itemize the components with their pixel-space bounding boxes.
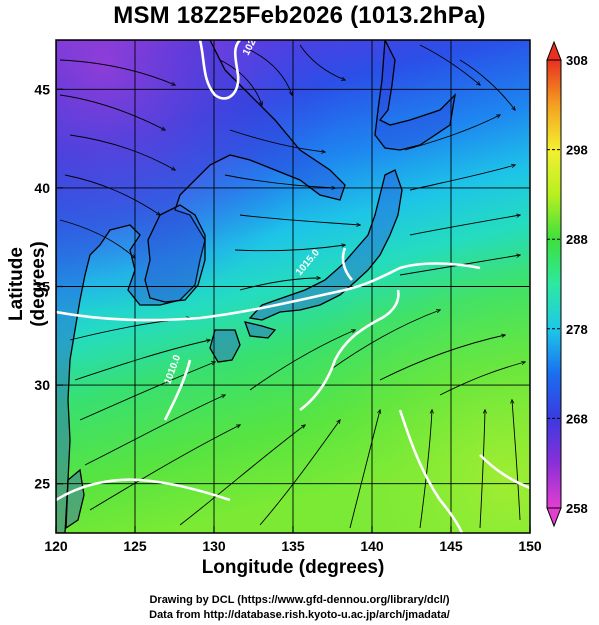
streamline [239, 278, 320, 291]
x-tick-label: 125 [123, 538, 147, 554]
streamline [59, 59, 175, 85]
map-title: MSM 18Z25Feb2026 (1013.2hPa) [113, 2, 486, 29]
plot-area: 1020.0 1015.0 1010.0 [56, 40, 530, 533]
streamline [219, 59, 262, 105]
streamline [249, 330, 355, 391]
streamline [69, 134, 175, 170]
streamline [64, 174, 160, 215]
streamline [59, 219, 135, 258]
x-tick-label: 145 [439, 538, 463, 554]
streamline [259, 420, 340, 526]
streamline [439, 362, 525, 396]
isobar-1010-c [398, 409, 464, 533]
isobars [56, 40, 530, 533]
streamline [299, 44, 345, 80]
isobar-1015-b [341, 247, 353, 281]
isobar-1020 [198, 40, 242, 100]
streamline [419, 44, 480, 85]
colorbar-max-triangle [546, 40, 562, 61]
colorbar-tick-label: 268 [566, 411, 588, 426]
streamline [84, 395, 225, 466]
credit-data: Data from http://database.rish.kyoto-u.a… [149, 609, 450, 621]
streamline [419, 410, 432, 529]
streamline [479, 410, 485, 529]
isobar-1015-c [163, 359, 192, 421]
colorbar-tick-label: 278 [566, 322, 588, 337]
streamline [409, 215, 520, 236]
grid-lines [56, 40, 530, 533]
x-axis-label: Longitude (degrees) [201, 557, 385, 578]
x-axis-ticks: 120 125 130 135 140 145 150 [44, 526, 542, 554]
isobar-1010-d [479, 454, 530, 490]
y-tick-label: 25 [34, 476, 50, 492]
asian-continent [56, 40, 346, 533]
x-tick-label: 130 [202, 538, 226, 554]
streamline [229, 129, 325, 152]
x-tick-label: 120 [44, 538, 68, 554]
streamlines [59, 44, 525, 529]
colorbar-tick-label: 288 [566, 232, 588, 247]
y-tick-label: 40 [34, 180, 50, 196]
isobar-1010 [299, 289, 400, 412]
streamline [349, 410, 380, 529]
streamline [239, 214, 360, 225]
x-tick-label: 135 [281, 538, 305, 554]
isobar-1010-b [56, 478, 231, 502]
korean-peninsula [144, 204, 206, 303]
streamline [249, 49, 292, 95]
taiwan [65, 468, 85, 530]
colorbar-tick-label: 298 [566, 143, 588, 158]
x-tick-label: 140 [360, 538, 384, 554]
colorbar-tick-label: 258 [566, 501, 588, 516]
credit-drawing: Drawing by DCL (https://www.gfd-dennou.o… [149, 594, 450, 606]
streamline [79, 362, 215, 421]
streamline [89, 425, 240, 511]
shikoku-kyushu [209, 321, 277, 363]
y-tick-label: 30 [34, 377, 50, 393]
y-tick-label: 35 [34, 279, 50, 295]
sakhalin-hokkaido [374, 40, 456, 151]
colorbar: 258 268 278 288 298 308 [546, 40, 588, 528]
x-tick-label: 150 [518, 538, 542, 554]
colorbar-ticks: 258 268 278 288 298 308 [547, 53, 588, 516]
streamline [74, 340, 210, 381]
streamline [59, 94, 165, 130]
colorbar-body [546, 59, 562, 509]
streamline [459, 59, 515, 110]
streamline [224, 174, 335, 188]
streamline [512, 400, 521, 521]
y-tick-label: 45 [34, 81, 50, 97]
streamline [409, 165, 515, 191]
colorbar-min-triangle [546, 507, 562, 528]
streamline [234, 245, 345, 252]
y-axis-ticks: 25 30 35 40 45 [34, 81, 63, 492]
streamline [379, 335, 505, 381]
isobar-1015 [56, 262, 481, 322]
streamline [179, 425, 305, 526]
streamline [329, 310, 440, 371]
colorbar-tick-label: 308 [566, 53, 588, 68]
streamline [404, 115, 500, 151]
